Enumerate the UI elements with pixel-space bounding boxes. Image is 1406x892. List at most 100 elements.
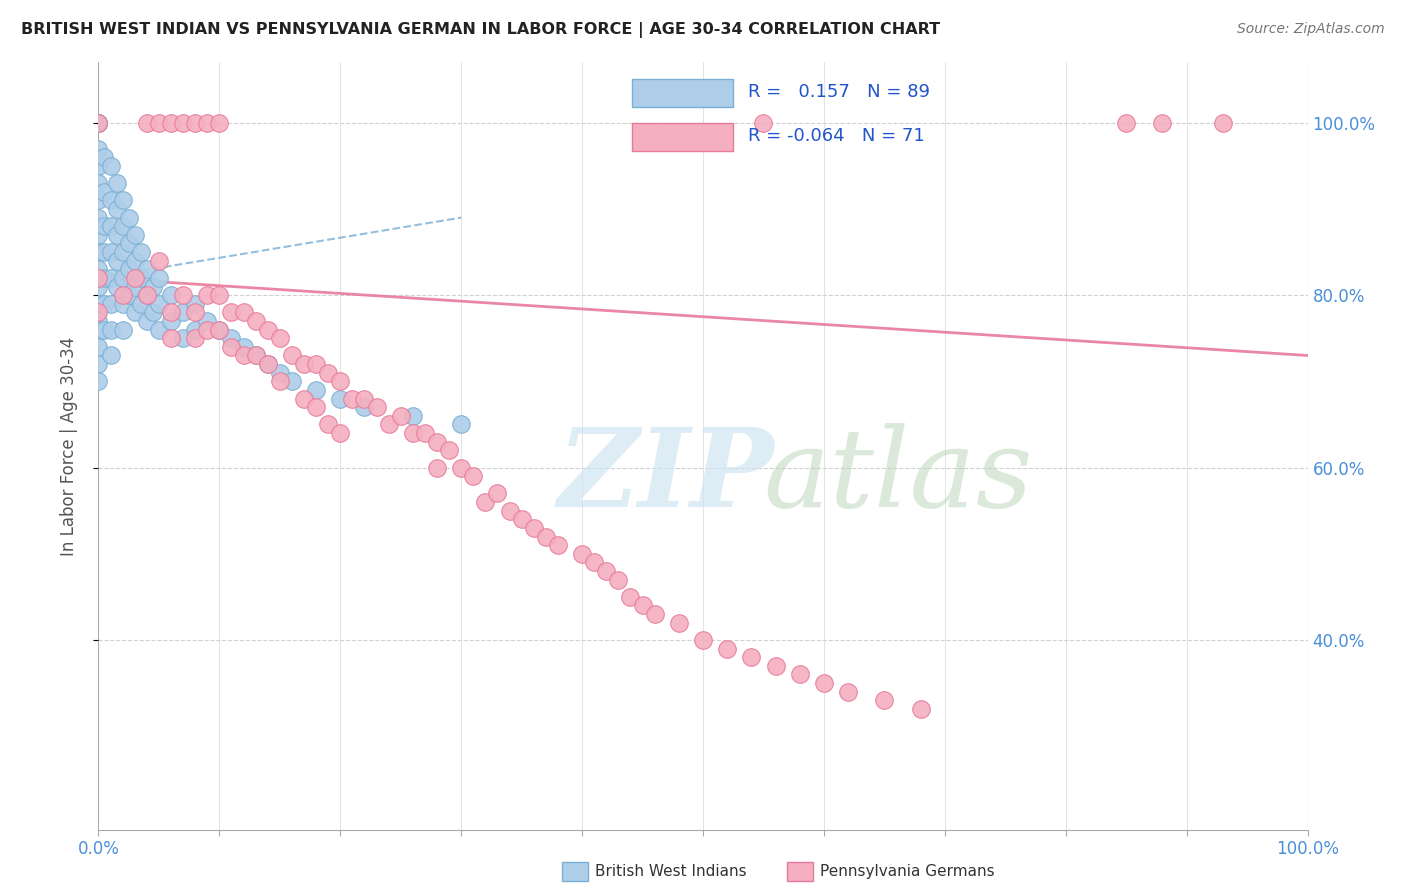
Point [316, 417, 339, 432]
Point [111, 288, 134, 302]
Point [450, 417, 472, 432]
Point [100, 323, 122, 337]
Point [87, 116, 110, 130]
Point [486, 486, 509, 500]
Point [716, 641, 738, 656]
Point [256, 323, 278, 337]
Point [87, 176, 110, 190]
Point [256, 357, 278, 371]
Point [160, 331, 183, 345]
Text: ZIP: ZIP [558, 423, 775, 531]
Point [100, 219, 122, 234]
Point [129, 245, 152, 260]
Point [402, 409, 425, 423]
Point [148, 323, 170, 337]
Point [389, 409, 412, 423]
Point [160, 305, 183, 319]
Point [426, 460, 449, 475]
Point [124, 271, 146, 285]
Point [1212, 116, 1234, 130]
Point [172, 288, 194, 302]
Point [208, 116, 231, 130]
Point [245, 349, 267, 363]
Point [752, 116, 775, 130]
Point [118, 211, 141, 225]
Point [135, 262, 157, 277]
Point [221, 305, 243, 319]
Point [87, 116, 110, 130]
Point [305, 401, 328, 415]
Point [124, 253, 146, 268]
Point [413, 426, 436, 441]
Point [195, 288, 218, 302]
Point [93, 297, 115, 311]
Point [184, 305, 207, 319]
Point [93, 185, 115, 199]
Point [184, 116, 207, 130]
Point [87, 194, 110, 208]
Point [184, 297, 207, 311]
Point [245, 314, 267, 328]
Point [463, 469, 485, 483]
Y-axis label: In Labor Force | Age 30-34: In Labor Force | Age 30-34 [59, 336, 77, 556]
Point [124, 305, 146, 319]
Point [87, 305, 110, 319]
Point [135, 288, 157, 302]
Point [148, 253, 170, 268]
Point [765, 658, 787, 673]
Point [124, 279, 146, 293]
Point [342, 392, 364, 406]
Point [498, 503, 520, 517]
Point [619, 590, 641, 604]
Point [135, 116, 157, 130]
Point [100, 159, 122, 173]
Point [87, 323, 110, 337]
Point [232, 305, 254, 319]
Point [269, 366, 291, 380]
Point [692, 632, 714, 647]
Point [316, 366, 339, 380]
Point [595, 564, 617, 578]
Point [105, 202, 128, 216]
Point [87, 116, 110, 130]
Point [523, 521, 546, 535]
Point [583, 555, 606, 569]
Point [100, 297, 122, 311]
Point [547, 538, 569, 552]
Point [87, 314, 110, 328]
Point [281, 375, 304, 389]
Text: British West Indians: British West Indians [595, 864, 747, 879]
Point [160, 314, 183, 328]
Point [118, 236, 141, 251]
Point [160, 116, 183, 130]
Point [172, 305, 194, 319]
Point [281, 349, 304, 363]
Point [353, 401, 375, 415]
Point [129, 271, 152, 285]
Point [740, 650, 762, 665]
Point [87, 159, 110, 173]
Point [87, 227, 110, 242]
Point [571, 547, 593, 561]
Point [644, 607, 666, 621]
Point [118, 262, 141, 277]
Point [402, 426, 425, 441]
Point [221, 331, 243, 345]
Point [129, 297, 152, 311]
Point [87, 116, 110, 130]
Point [87, 211, 110, 225]
Point [172, 116, 194, 130]
Point [195, 323, 218, 337]
Point [93, 150, 115, 164]
Point [353, 392, 375, 406]
Point [269, 331, 291, 345]
Point [329, 375, 352, 389]
Point [292, 392, 315, 406]
Point [148, 116, 170, 130]
Point [100, 271, 122, 285]
Point [111, 323, 134, 337]
Point [160, 288, 183, 302]
Point [195, 116, 218, 130]
Point [135, 288, 157, 302]
Point [172, 331, 194, 345]
